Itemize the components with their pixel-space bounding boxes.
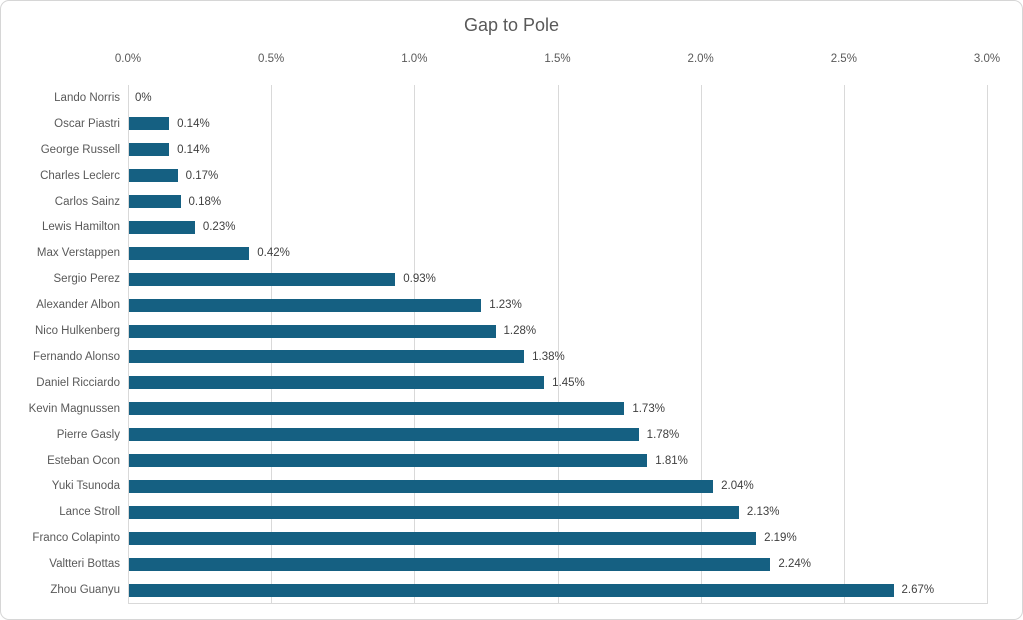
bar — [129, 376, 545, 390]
bar-value-label: 0% — [135, 91, 152, 104]
gridline — [557, 85, 559, 603]
bar-value-label: 0.23% — [202, 221, 236, 234]
bar — [129, 324, 496, 338]
category-label: Alexander Albon — [36, 299, 120, 312]
bar — [129, 454, 648, 468]
category-label: Charles Leclerc — [40, 169, 120, 182]
bar-value-label: 1.28% — [503, 325, 537, 338]
bar — [129, 350, 525, 364]
category-label: Lance Stroll — [59, 506, 120, 519]
bar-value-label: 1.45% — [552, 376, 585, 389]
bar — [129, 117, 170, 131]
category-axis-line — [128, 85, 129, 604]
bar-value-label: 0.42% — [257, 247, 290, 260]
bar-value-label: 0.17% — [185, 169, 219, 182]
x-tick-label: 2.5% — [830, 53, 857, 65]
bar-value-label: 2.04% — [721, 480, 754, 493]
category-label: Carlos Sainz — [54, 195, 120, 208]
category-label: Daniel Ricciardo — [36, 376, 120, 389]
bar — [129, 479, 714, 493]
bar-value-label: 0.18% — [188, 195, 222, 208]
bar — [129, 220, 195, 234]
bar — [129, 298, 482, 312]
category-label: Kevin Magnussen — [28, 402, 120, 415]
bar-value-label: 0.14% — [177, 117, 210, 130]
bar — [129, 272, 396, 286]
category-label: Esteban Ocon — [47, 454, 120, 467]
bar — [129, 583, 894, 597]
bar-value-label: 2.19% — [764, 532, 797, 545]
bar-value-label: 1.78% — [646, 428, 680, 441]
category-label: Oscar Piastri — [54, 117, 120, 130]
bar-value-label: 2.24% — [778, 558, 811, 571]
value-axis-line — [128, 603, 988, 604]
x-tick-label: 2.0% — [687, 53, 714, 65]
category-label: Yuki Tsunoda — [51, 480, 120, 493]
bar — [129, 531, 757, 545]
category-label: Valtteri Bottas — [49, 558, 120, 571]
category-label: Zhou Guanyu — [50, 584, 120, 597]
bar — [129, 428, 639, 442]
category-label: Fernando Alonso — [33, 350, 120, 363]
category-label: Lewis Hamilton — [42, 221, 120, 234]
bar-value-label: 1.23% — [489, 299, 522, 312]
chart-title: Gap to Pole — [463, 15, 560, 35]
bar-value-label: 1.38% — [532, 350, 565, 363]
bar-value-label: 0.93% — [403, 273, 436, 286]
gridline — [843, 85, 845, 603]
x-tick-label: 0.5% — [258, 53, 285, 65]
bar — [129, 557, 771, 571]
bar — [129, 505, 739, 519]
x-tick-label: 1.5% — [544, 53, 571, 65]
bar — [129, 402, 625, 416]
x-tick-label: 0.0% — [114, 53, 142, 65]
bar — [129, 169, 178, 183]
gridline — [414, 85, 416, 603]
bar-value-label: 2.13% — [746, 506, 780, 519]
gridline — [700, 85, 702, 603]
gridline — [271, 85, 273, 603]
category-label: Lando Norris — [54, 91, 120, 104]
category-label: George Russell — [40, 143, 120, 156]
bar — [129, 246, 250, 260]
category-label: Max Verstappen — [36, 247, 120, 260]
category-label: Pierre Gasly — [56, 428, 120, 441]
category-label: Nico Hulkenberg — [34, 325, 120, 338]
bar-value-label: 2.67% — [901, 584, 935, 597]
bar-value-label: 1.73% — [632, 402, 665, 415]
category-label: Sergio Perez — [53, 273, 120, 286]
x-tick-label: 1.0% — [401, 53, 428, 65]
bar — [129, 195, 181, 209]
bar-value-label: 0.14% — [177, 143, 210, 156]
bar — [129, 143, 170, 157]
bar-value-label: 1.81% — [655, 454, 688, 467]
gridline — [987, 85, 988, 603]
x-tick-label: 3.0% — [973, 53, 1001, 65]
category-label: Franco Colapinto — [32, 532, 120, 545]
